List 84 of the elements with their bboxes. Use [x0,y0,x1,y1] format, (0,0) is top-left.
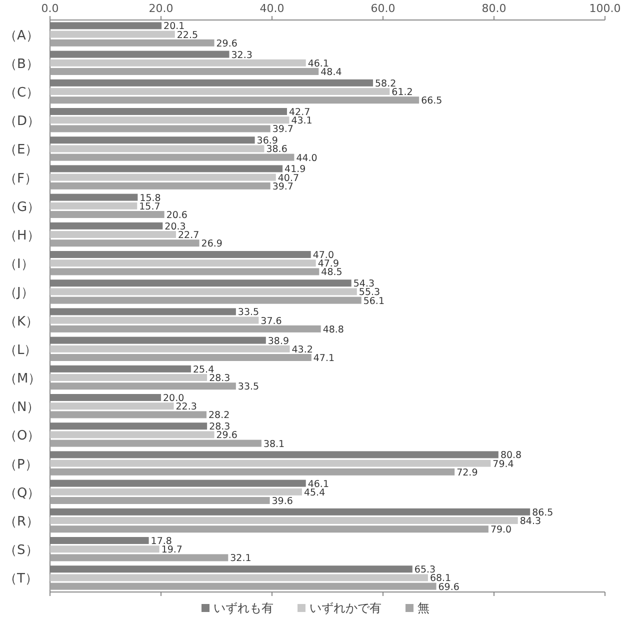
y-tick-label: （L） [4,342,38,358]
data-label: 32.1 [230,553,252,564]
legend-label: 無 [418,601,430,615]
y-tick-label: （S） [4,543,38,558]
x-tick-label: 40.0 [260,2,284,15]
data-label: 33.5 [238,382,260,393]
y-tick-label: （B） [4,56,39,72]
data-label: 68.1 [430,573,452,584]
data-label: 46.1 [308,58,330,70]
data-label: 61.2 [392,87,413,98]
data-label: 28.2 [208,410,230,422]
y-tick-label: （C） [4,86,40,100]
data-label: 45.4 [304,487,326,498]
data-label: 25.4 [192,364,214,376]
data-label: 58.2 [375,78,396,90]
y-tick-label: （J） [4,286,34,301]
data-label: 40.7 [278,172,300,184]
data-label: 39.7 [272,181,294,192]
data-label: 44.0 [296,152,318,164]
data-label: 20.0 [163,393,184,404]
data-label: 15.7 [139,201,160,212]
data-label: 43.1 [291,116,312,127]
y-tick-label: （N） [4,400,40,416]
y-tick-label: （G） [4,200,40,215]
data-label: 48.8 [322,324,344,336]
x-tick-label: 60.0 [370,2,396,15]
y-tick-label: （I） [4,257,34,272]
data-label: 56.1 [363,296,385,307]
y-tick-label: （T） [4,572,38,587]
data-label: 39.7 [272,124,294,136]
data-label: 19.7 [161,544,182,556]
data-label: 20.3 [164,221,186,232]
y-tick-label: （F） [4,171,38,186]
x-tick-label: 100.0 [589,2,621,15]
data-label: 47.0 [312,250,334,261]
data-label: 38.1 [263,438,285,450]
y-tick-label: （H） [4,228,40,244]
data-label: 43.2 [292,344,313,356]
data-label: 29.6 [216,430,238,442]
data-label: 48.4 [320,67,342,78]
data-label: 79.0 [490,524,512,536]
y-tick-label: （K） [4,314,39,330]
data-label: 32.3 [231,50,252,61]
y-tick-label: （M） [4,372,42,386]
data-label: 42.7 [288,107,310,118]
data-label: 28.3 [209,373,230,384]
y-tick-label: （E） [4,142,38,158]
data-label: 72.9 [456,467,478,478]
x-tick-label: 20.0 [148,2,174,15]
data-label: 33.5 [238,307,260,318]
data-label: 22.3 [176,402,197,413]
data-label: 22.7 [178,230,200,241]
data-label: 47.1 [313,353,335,364]
data-label: 29.6 [216,38,238,50]
legend-label: いずれかで有 [310,601,382,615]
data-label: 20.1 [164,21,185,32]
y-tick-label: （O） [4,428,40,444]
data-label: 22.5 [176,30,198,41]
data-label: 69.6 [438,582,460,593]
data-label: 84.3 [520,516,542,527]
data-label: 66.5 [421,96,442,107]
data-label: 79.4 [492,458,514,470]
y-tick-label: （P） [4,457,38,472]
y-tick-label: （A） [4,28,39,44]
data-label: 26.9 [201,238,222,250]
data-label: 46.1 [308,478,330,490]
data-label: 39.6 [272,496,293,507]
data-label: 55.3 [358,287,380,298]
data-label: 86.5 [532,507,554,518]
data-label: 80.8 [500,450,522,462]
data-label: 38.9 [268,336,290,347]
data-label: 17.8 [150,536,172,547]
data-label: 38.6 [266,144,288,156]
data-label: 15.8 [140,192,161,204]
data-label: 37.6 [260,316,282,327]
y-tick-label: （R） [4,514,40,530]
y-tick-label: （Q） [4,486,40,501]
y-tick-label: （D） [4,114,40,130]
legend-label: いずれも有 [214,601,274,615]
data-label: 48.5 [321,267,342,278]
x-tick-label: 0.0 [41,2,59,15]
x-tick-label: 80.0 [482,2,506,15]
data-label: 20.6 [166,210,188,221]
data-label: 41.9 [284,164,306,176]
